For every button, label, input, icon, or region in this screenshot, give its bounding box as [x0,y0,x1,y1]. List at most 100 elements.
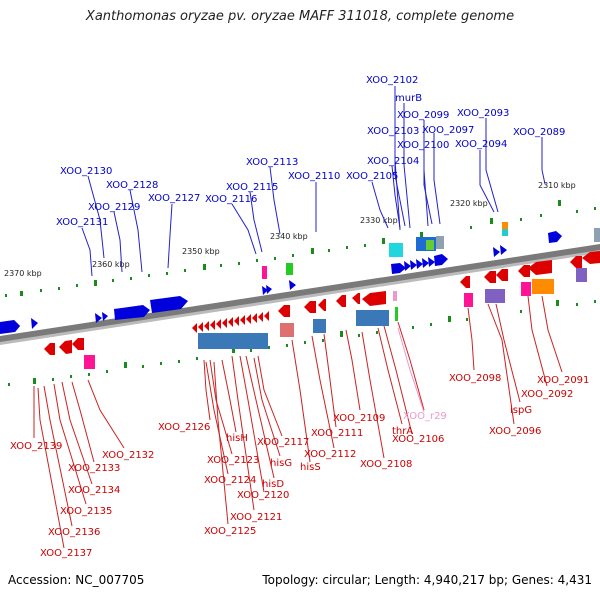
tick [274,257,276,260]
gene-label: XOO_2136 [48,527,100,538]
gene-arrow [570,256,582,268]
tick [358,334,360,337]
connector [203,359,211,421]
connector [345,329,361,411]
tick [166,272,168,275]
connector [541,295,563,373]
connector [361,331,385,459]
feature-block [594,228,600,242]
gene-arrow [252,313,257,323]
tick [76,284,78,287]
connector [394,136,406,227]
tick [70,375,72,378]
reverse-features [84,268,587,369]
feature-block [286,263,293,275]
tick [594,207,596,210]
backbone [0,244,600,345]
tick [520,310,522,313]
gene-label: XOO_2120 [237,490,289,501]
genome-title: Xanthomonas oryzae pv. oryzae MAFF 31101… [85,9,515,24]
gene-label: hisD [262,479,284,490]
gene-label: XOO_2126 [158,422,210,433]
kbp-label: 2320 kbp [450,199,488,208]
gene-arrow [428,257,435,267]
gene-label: XOO_2135 [60,506,112,517]
feature-block [393,291,397,301]
connector [495,303,521,403]
gene-arrow [72,338,84,350]
gene-label: XOO_2100 [397,140,449,151]
connector [527,295,548,387]
tick [576,303,578,306]
tick [52,378,54,381]
feature-block [280,323,294,337]
connector [433,133,441,225]
tick [203,264,206,270]
tick [304,341,306,344]
connector [231,203,257,255]
forward-genes [0,231,562,334]
gene-arrow [404,261,411,271]
tick [268,346,270,349]
backbone-line [0,244,600,342]
tick [142,365,144,368]
connector [87,379,125,449]
gene-label: ispG [510,405,532,416]
gene-arrow [318,299,326,311]
tick [466,318,468,321]
tick [5,294,7,297]
tick [412,326,414,329]
gene-arrow [198,322,203,332]
tick [20,291,23,296]
connector [323,333,337,428]
tick [106,370,108,373]
gene-label: XOO_2139 [10,441,62,452]
tick [382,238,385,244]
gene-label: XOO_2105 [346,171,398,182]
connector [253,357,281,457]
gene-label: XOO_2098 [449,373,501,384]
gene-label: XOO_2109 [333,413,385,424]
gene-arrow [434,254,448,266]
connector [37,387,65,549]
gene-label: hisS [300,462,321,473]
gene-label: XOO_2130 [60,166,112,177]
connector [209,359,233,455]
gene-label: XOO_2093 [457,108,509,119]
gene-label: XOO_2112 [304,449,356,460]
tick [490,218,493,224]
connector [167,203,173,269]
connector [485,118,499,213]
feature-block [464,293,473,307]
kbp-labels: 2310 kbp 2320 kbp 2330 kbp 2340 kbp 2350… [4,181,576,278]
connector [71,381,95,463]
feature-block [502,229,508,236]
gene-arrow [422,258,429,268]
tick [112,279,114,282]
feature-block [576,268,587,282]
gene-arrow [528,260,552,275]
connector-rna [397,327,425,413]
gene-label: hisH [226,433,248,444]
gene-arrow [204,321,209,331]
tick [558,200,561,206]
gene-arrow [44,343,55,355]
tick [448,316,451,322]
tick [94,280,97,286]
tick [520,218,522,221]
connector [43,385,73,527]
reverse-genes [44,251,600,355]
gene-arrow [304,301,316,313]
tick [58,287,60,290]
tick [238,262,240,265]
connector [231,355,255,511]
tick [556,300,559,306]
gene-arrow [266,285,272,294]
tick [130,277,132,280]
gene-arrow [582,251,600,264]
tick [376,331,378,334]
feature-block [436,236,444,249]
tick [340,331,343,337]
gene-arrow [352,293,360,304]
feature-block [262,266,267,279]
